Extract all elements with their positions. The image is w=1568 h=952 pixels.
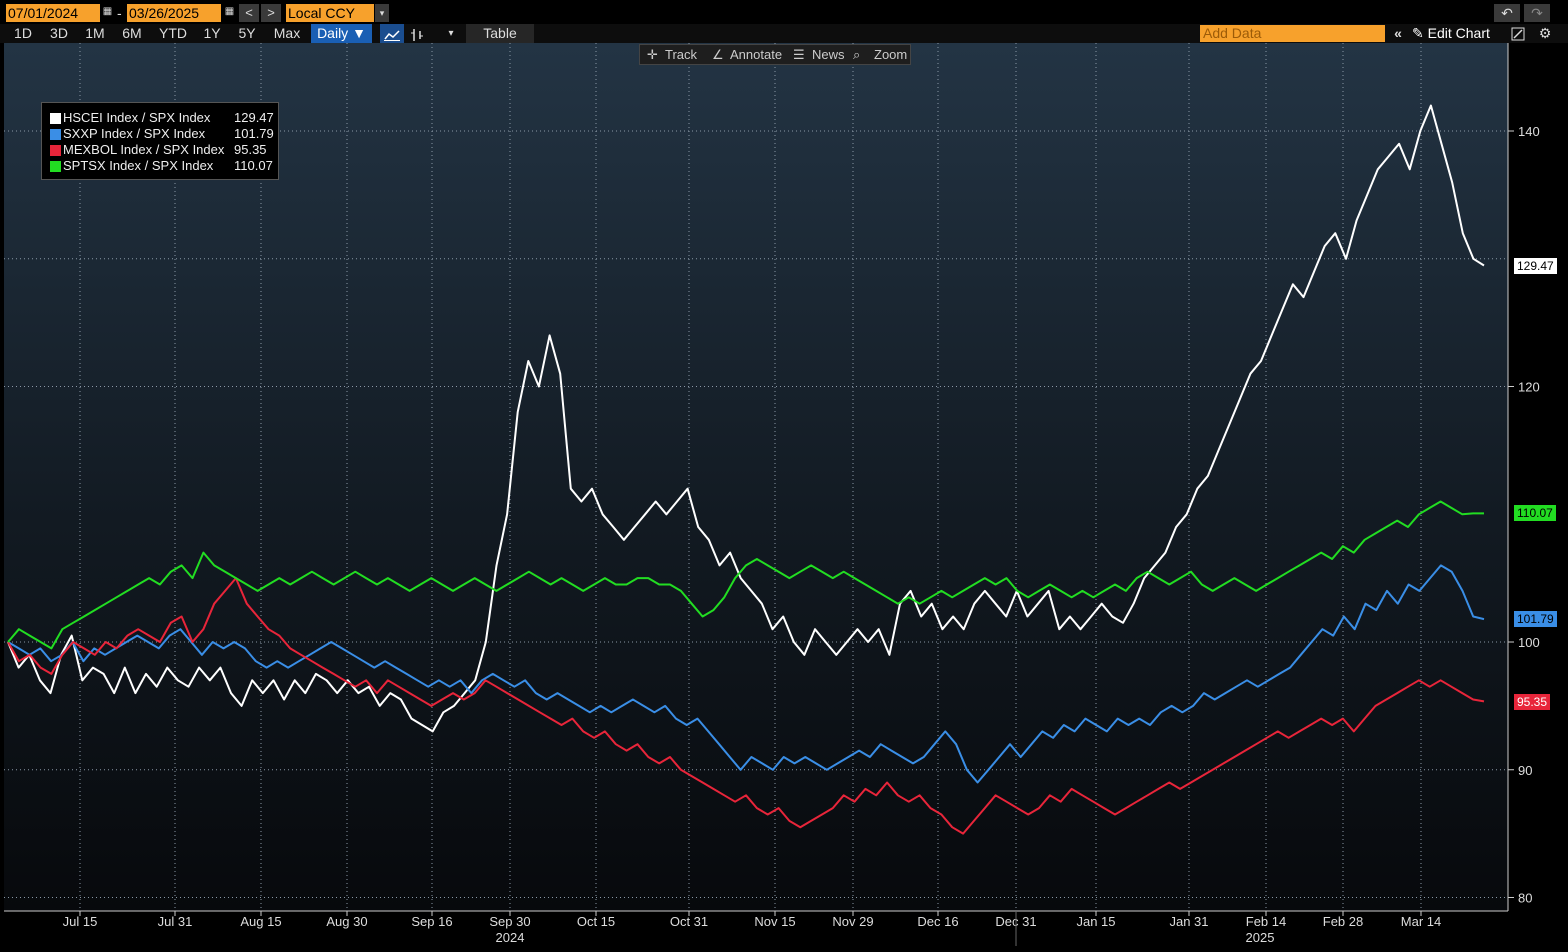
x-tick-label: Dec 16 [917,914,958,929]
x-tick-label: Jan 31 [1169,914,1208,929]
legend-swatch [50,113,61,124]
series-line-sptsx [7,500,1484,650]
legend-item[interactable]: MEXBOL Index / SPX Index 95.35 [50,142,276,158]
undo-button[interactable]: ↶ [1494,4,1520,22]
collapse-icon[interactable]: « [1394,25,1402,41]
timeframe-5y[interactable]: 5Y [238,25,256,41]
legend-swatch [50,145,61,156]
x-tick-label: Jul 15 [63,914,98,929]
y-tick-label: 100 [1518,635,1540,650]
calendar-icon[interactable]: ▦ [224,6,235,17]
table-button[interactable]: Table [466,24,534,43]
last-value-tag-sxxp: 101.79 [1514,611,1557,627]
annotate-icon[interactable]: ∠ [712,47,724,62]
edit-chart-button[interactable]: ✎ Edit Chart [1412,24,1490,43]
series-line-sxxp [7,564,1485,784]
x-year-label: 2024 [496,930,525,945]
legend-name: MEXBOL Index / SPX Index [63,142,225,157]
news-icon[interactable]: ☰ [793,47,805,62]
chevron-down-icon[interactable]: ▾ [375,4,389,22]
legend-item[interactable]: SPTSX Index / SPX Index 110.07 [50,158,276,174]
prev-period-button[interactable]: < [239,4,259,22]
legend-name: HSCEI Index / SPX Index [63,110,211,125]
legend-name: SXXP Index / SPX Index [63,126,206,141]
y-tick-label: 140 [1518,124,1540,139]
x-tick-label: Aug 30 [326,914,367,929]
annotate-button[interactable]: Annotate [730,47,783,62]
timeframe-ytd[interactable]: YTD [159,25,187,41]
edit-chart-label: Edit Chart [1427,25,1490,41]
legend-swatch [50,161,61,172]
x-tick-label: Aug 15 [240,914,281,929]
timeframe-3d[interactable]: 3D [50,25,68,41]
date-toolbar: 07/01/2024 ▦ - 03/26/2025 ▦ < > Local CC… [0,0,1568,24]
end-date-field[interactable]: 03/26/2025 [127,4,221,22]
redo-button[interactable]: ↷ [1524,4,1550,22]
x-tick-label: Oct 15 [577,914,615,929]
last-value-tag-mexbol: 95.35 [1514,694,1551,710]
track-button[interactable]: Track [665,47,698,62]
x-tick-label: Oct 31 [670,914,708,929]
gear-icon[interactable]: ⚙ [1538,25,1552,41]
line-chart-icon[interactable] [380,24,404,43]
y-tick-label: 80 [1518,891,1532,906]
currency-select[interactable]: Local CCY [286,4,374,22]
timeframe-max[interactable]: Max [273,25,301,41]
x-tick-label: Nov 15 [754,914,795,929]
y-tick-label: 120 [1518,380,1540,395]
bar-chart-icon[interactable] [406,24,428,43]
chart-tools-bar: ✛ Track ∠ Annotate ☰ News ⌕ Zoom [639,44,911,65]
calendar-icon[interactable]: ▦ [102,6,113,17]
frequency-select[interactable]: Daily ▼ [311,24,372,43]
date-separator: - [117,5,122,21]
x-tick-label: Sep 16 [411,914,452,929]
y-axis-area [1508,43,1568,911]
pencil-icon: ✎ [1412,25,1424,41]
chart-edit-icon[interactable] [1509,24,1527,43]
legend-item[interactable]: SXXP Index / SPX Index 101.79 [50,126,276,142]
x-year-label: 2025 [1246,930,1275,945]
legend-value: 95.35 [234,142,267,157]
zoom-icon[interactable]: ⌕ [853,47,861,62]
start-date-field[interactable]: 07/01/2024 [6,4,100,22]
timeframe-1y[interactable]: 1Y [203,25,221,41]
x-tick-label: Sep 30 [489,914,530,929]
timeframe-6m[interactable]: 6M [122,25,142,41]
y-tick-label: 90 [1518,763,1532,778]
legend-swatch [50,129,61,140]
add-data-input[interactable]: Add Data [1200,25,1385,42]
timeframe-1m[interactable]: 1M [85,25,105,41]
chart-legend[interactable]: HSCEI Index / SPX Index 129.47 SXXP Inde… [41,102,279,180]
legend-value: 129.47 [234,110,274,125]
next-period-button[interactable]: > [261,4,281,22]
crosshair-icon[interactable]: ✛ [647,47,658,62]
chevron-down-icon[interactable]: ▾ [448,28,454,39]
x-tick-label: Mar 14 [1401,914,1441,929]
x-tick-label: Feb 28 [1323,914,1363,929]
timeframe-1d[interactable]: 1D [14,25,32,41]
legend-value: 101.79 [234,126,274,141]
x-tick-label: Nov 29 [832,914,873,929]
series-line-mexbol [7,577,1485,835]
legend-name: SPTSX Index / SPX Index [63,158,214,173]
legend-value: 110.07 [234,158,273,173]
series-line-hscei [7,104,1485,733]
zoom-button[interactable]: Zoom [874,47,908,62]
x-tick-label: Jan 15 [1076,914,1115,929]
chart-plot-area [4,43,1508,911]
last-value-tag-sptsx: 110.07 [1514,505,1556,521]
x-tick-label: Jul 31 [158,914,193,929]
x-tick-label: Feb 14 [1246,914,1286,929]
x-axis-area [0,911,1568,952]
news-button[interactable]: News [812,47,845,62]
last-value-tag-hscei: 129.47 [1514,258,1557,274]
legend-item[interactable]: HSCEI Index / SPX Index 129.47 [50,110,276,126]
